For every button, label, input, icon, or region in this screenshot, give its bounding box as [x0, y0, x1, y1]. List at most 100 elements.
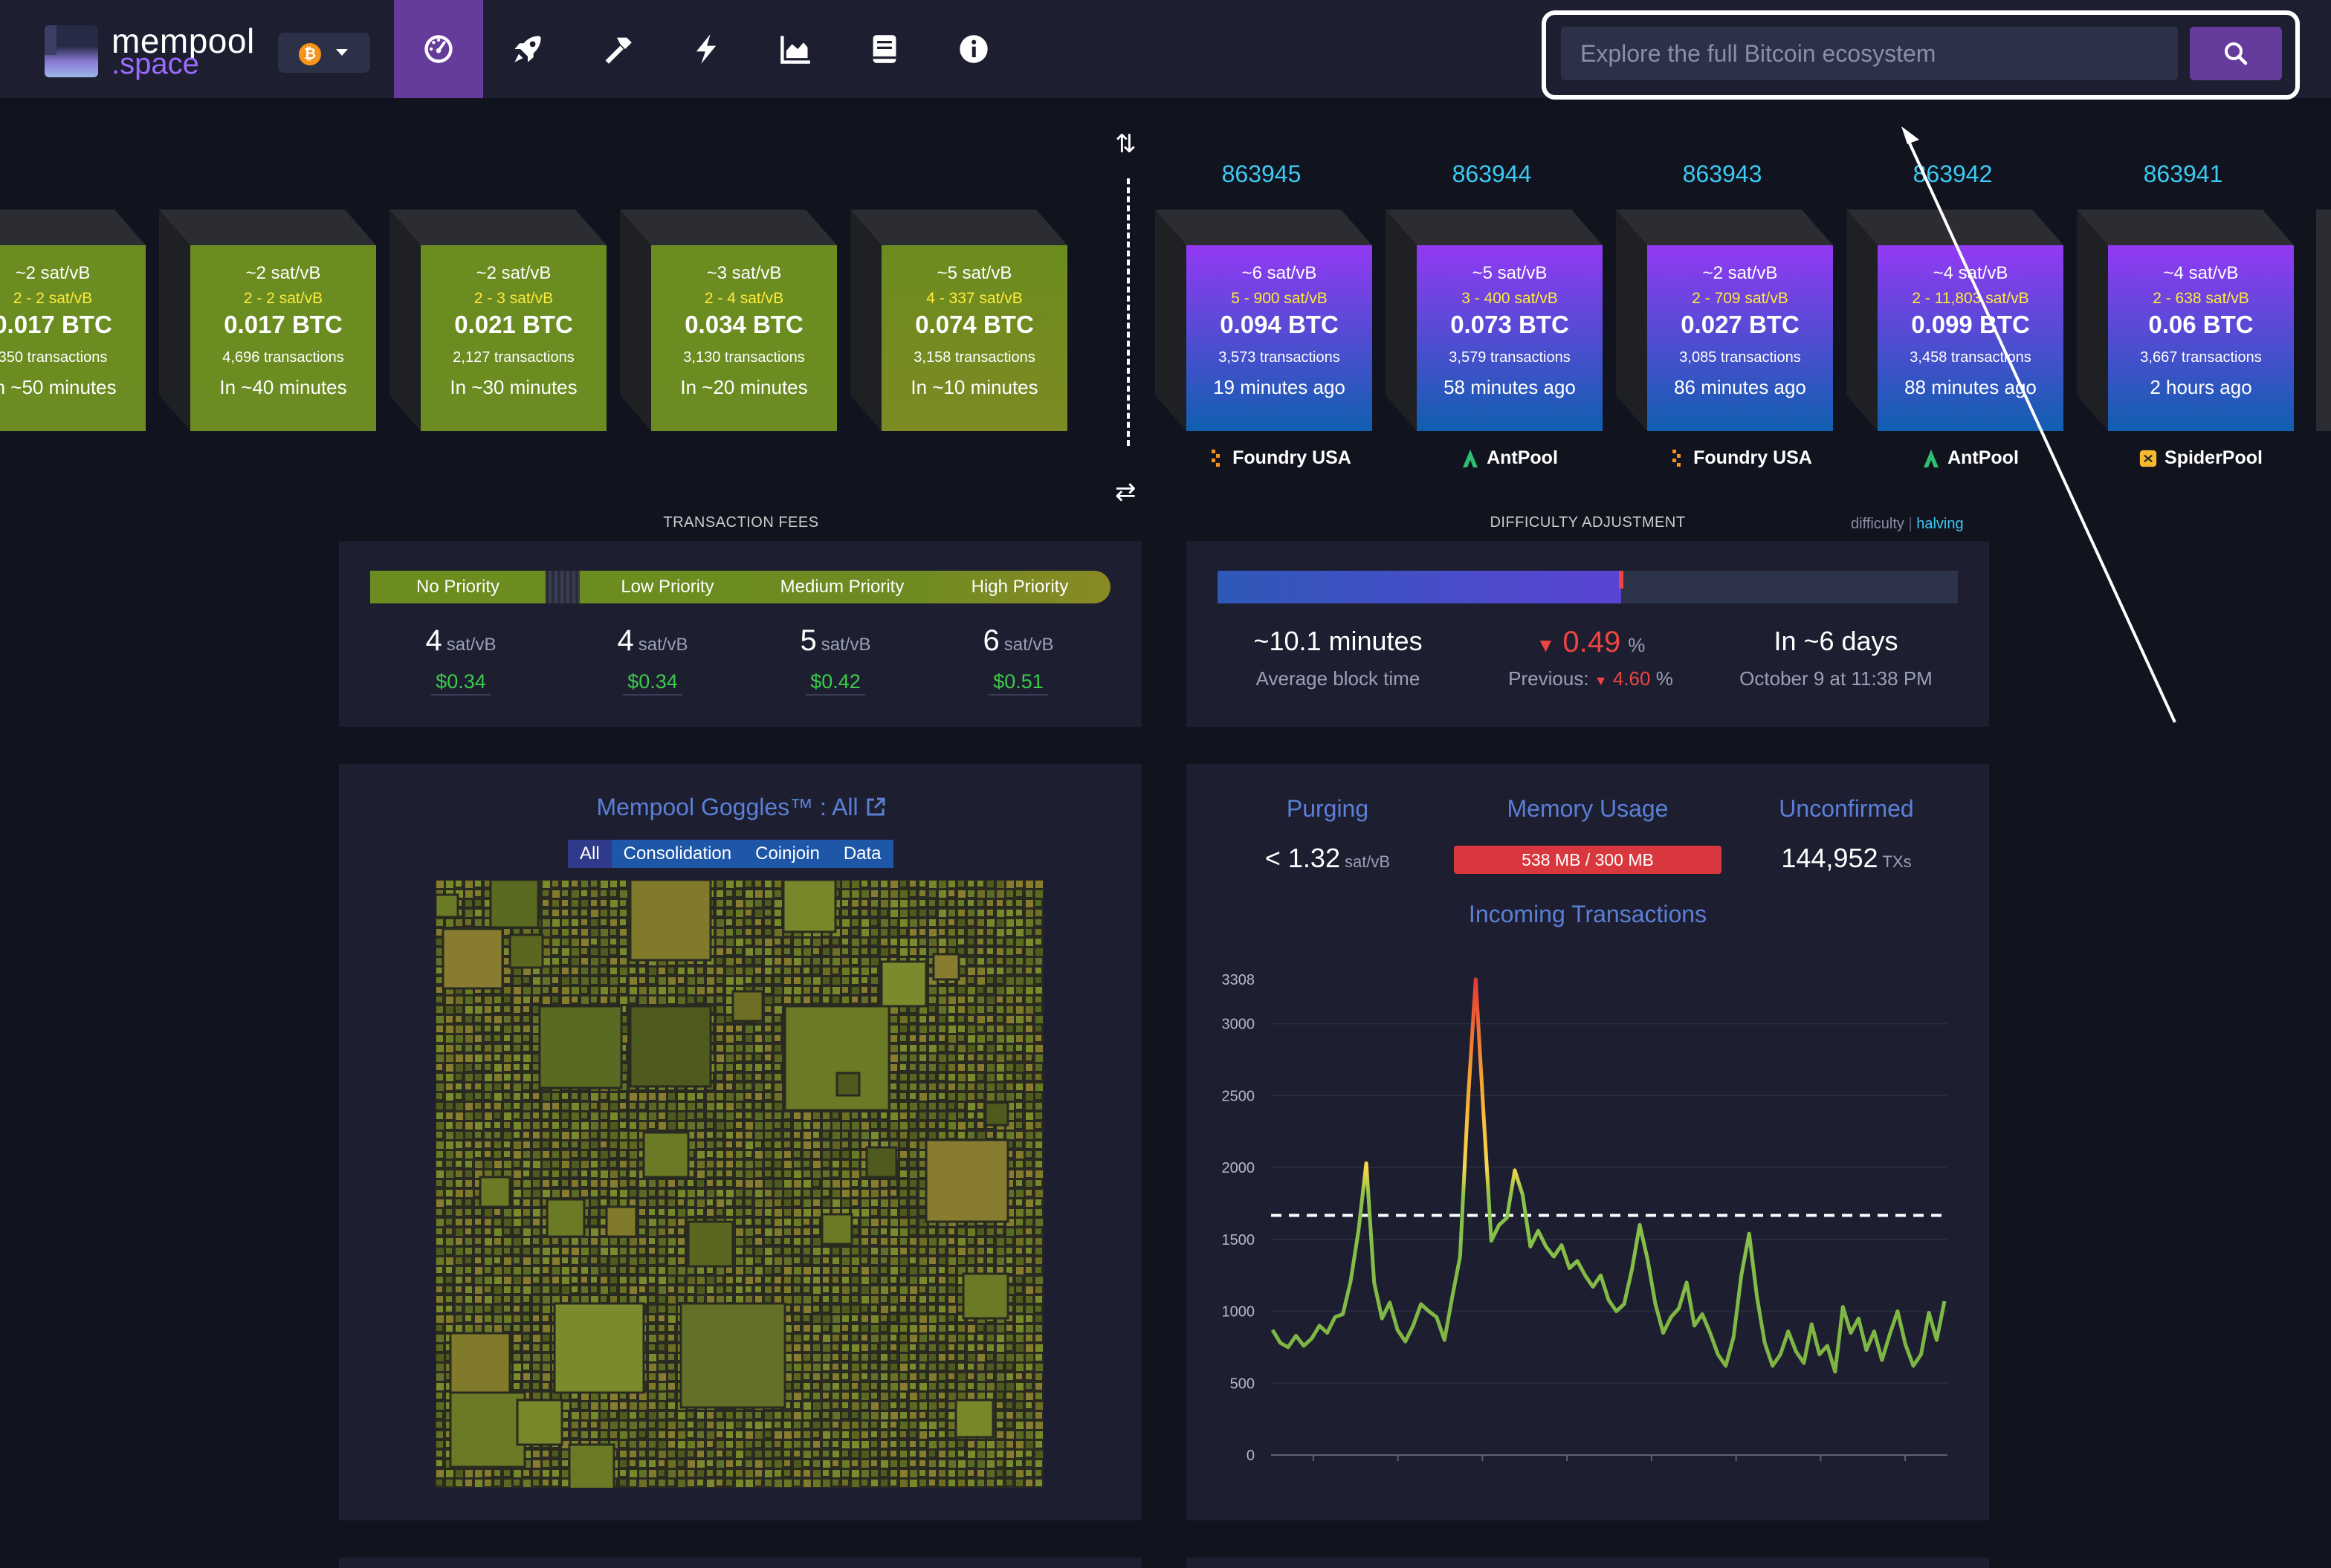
nav-dashboard[interactable] [394, 0, 483, 98]
mined-block[interactable]: ~6 sat/vB 5 - 900 sat/vB 0.094 BTC 3,573… [1155, 210, 1372, 431]
logo-text-sub: .space [111, 48, 199, 80]
block-total-btc: 0.017 BTC [224, 311, 343, 338]
rocket-icon [514, 36, 541, 62]
block-tx-count: 3,573 transactions [1218, 349, 1340, 366]
block-height-link[interactable]: 863944 [1452, 161, 1532, 187]
block-total-btc: 0.094 BTC [1220, 311, 1339, 338]
block-eta: In ~40 minutes [219, 376, 347, 398]
goggles-title[interactable]: Mempool Goggles™ : All [342, 794, 1140, 821]
difficulty-eta-date: October 9 at 11:38 PM [1739, 667, 1933, 690]
nav-mining[interactable] [572, 0, 662, 98]
block-total-btc: 0.099 BTC [1911, 311, 2030, 338]
blockchain-divider [1127, 178, 1130, 446]
swap-horizontal-icon[interactable]: ⇄ [1115, 478, 1137, 506]
block-fee-range: 2 - 709 sat/vB [1692, 290, 1788, 307]
difficulty-change: ▼ 0.49 % [1536, 626, 1646, 658]
difficulty-halving-switch: difficulty | halving [1851, 516, 1964, 533]
search-input[interactable] [1561, 27, 2178, 80]
halving-link[interactable]: halving [1916, 516, 1964, 532]
block-fee-range: 2 - 4 sat/vB [704, 290, 784, 307]
y-tick-label: 3308 [1222, 972, 1255, 988]
mined-block[interactable]: ~4 sat/vB 2 - 638 sat/vB 0.06 BTC 3,667 … [2077, 210, 2294, 431]
mempool-logo[interactable]: mempool .space [45, 21, 268, 80]
block-median-fee: ~5 sat/vB [1472, 263, 1548, 283]
fee-value-high-priority: 6 sat/vB [983, 624, 1054, 657]
nav-docs[interactable] [840, 0, 929, 98]
block-total-btc: 0.06 BTC [2148, 311, 2254, 338]
purging-value: < 1.32 sat/vB [1264, 843, 1391, 873]
antpool-icon [1463, 450, 1478, 468]
difficulty-progress-bar [1218, 571, 1958, 603]
fee-label-low-priority: Low Priority [580, 571, 755, 603]
nav-graphs[interactable] [751, 0, 840, 98]
block-median-fee: ~4 sat/vB [1933, 263, 2008, 283]
block-pool-antpool[interactable]: AntPool [1417, 447, 1603, 469]
tab-coinjoin[interactable]: Coinjoin [743, 840, 832, 868]
block-pool-foundry[interactable]: Foundry USA [1186, 447, 1372, 469]
block-height-link[interactable]: 863941 [2143, 161, 2223, 187]
mempool-block[interactable]: ~3 sat/vB 2 - 4 sat/vB 0.034 BTC 3,130 t… [620, 210, 837, 431]
nav-about[interactable] [929, 0, 1018, 98]
block-fee-range: 3 - 400 sat/vB [1461, 290, 1558, 307]
swap-vertical-icon[interactable]: ⇅ [1115, 130, 1137, 158]
block-time-ago: 19 minutes ago [1213, 376, 1345, 398]
block-time-ago: 2 hours ago [2150, 376, 2252, 398]
purging-label: Purging [1286, 795, 1369, 822]
block-total-btc: 0.073 BTC [1450, 311, 1569, 338]
search-highlight-frame [1542, 10, 2300, 100]
block-median-fee: ~2 sat/vB [476, 263, 552, 283]
difficulty-link[interactable]: difficulty [1851, 516, 1904, 532]
block-total-btc: 0.027 BTC [1681, 311, 1800, 338]
incoming-tx-line [1270, 977, 1947, 1374]
block-pool-foundry[interactable]: Foundry USA [1647, 447, 1833, 469]
mined-block[interactable]: ~4 sat/vB 2 - 11,803 sat/vB 0.099 BTC 3,… [1846, 210, 2063, 431]
y-tick-label: 3000 [1222, 1017, 1255, 1033]
fee-priority-bar: No Priority Low Priority Medium Priority… [370, 571, 1110, 603]
mempool-block-visualization[interactable] [436, 880, 1044, 1488]
tab-consolidation[interactable]: Consolidation [611, 840, 744, 868]
y-tick-label: 0 [1247, 1448, 1255, 1464]
nav-accelerate[interactable] [483, 0, 572, 98]
block-height-link[interactable]: 863942 [1913, 161, 1993, 187]
info-icon [960, 35, 988, 63]
mempool-block[interactable]: ~5 sat/vB 4 - 337 sat/vB 0.074 BTC 3,158… [850, 210, 1067, 431]
gauge-icon [424, 35, 453, 63]
block-fee-range: 2 - 638 sat/vB [2153, 290, 2249, 307]
block-pool-spiderpool[interactable]: SpiderPool [2108, 447, 2294, 469]
fee-label-no-priority: No Priority [370, 571, 546, 603]
difficulty-eta: In ~6 days [1774, 626, 1898, 656]
nav-lightning[interactable] [662, 0, 751, 98]
block-fee-range: 5 - 900 sat/vB [1231, 290, 1328, 307]
block-total-btc: 0.017 BTC [0, 311, 112, 338]
average-block-time-value: ~10.1 minutes [1253, 626, 1423, 656]
block-tx-count: 3,130 transactions [683, 349, 805, 366]
block-eta: In ~50 minutes [0, 376, 117, 398]
fee-usd-high-priority: $0.51 [944, 670, 1093, 696]
tab-all[interactable]: All [568, 840, 612, 868]
fee-value-no-priority: 4 sat/vB [425, 624, 497, 657]
block-fee-range: 2 - 3 sat/vB [473, 290, 554, 307]
incoming-transactions-chart[interactable]: 050010001500200025003000330811:4512:0012… [1212, 959, 1955, 1479]
block-fee-range: 2 - 2 sat/vB [13, 290, 93, 307]
block-median-fee: ~2 sat/vB [1702, 263, 1778, 283]
tab-data[interactable]: Data [831, 840, 893, 868]
block-tx-count: 3,667 transactions [2140, 349, 2262, 366]
block-fee-range: 4 - 337 sat/vB [926, 290, 1023, 307]
lightning-icon [696, 34, 717, 64]
block-tx-count: 2,127 transactions [453, 349, 575, 366]
mined-block[interactable]: ~2 sat/vB 2 - 709 sat/vB 0.027 BTC 3,085… [1616, 210, 1833, 431]
fee-usd-no-priority: $0.34 [387, 670, 535, 696]
mempool-block[interactable]: ~2 sat/vB 2 - 2 sat/vB 0.017 BTC 350 tra… [0, 210, 146, 431]
network-selector[interactable]: ₿ [278, 33, 370, 73]
block-eta: In ~20 minutes [680, 376, 808, 398]
mined-block[interactable]: ~5 sat/vB 3 - 400 sat/vB 0.073 BTC 3,579… [1386, 210, 1603, 431]
block-tx-count: 3,579 transactions [1449, 349, 1571, 366]
mempool-block[interactable]: ~2 sat/vB 2 - 2 sat/vB 0.017 BTC 4,696 t… [159, 210, 376, 431]
block-height-link[interactable]: 863943 [1682, 161, 1762, 187]
incoming-transactions-title: Incoming Transactions [1468, 901, 1707, 927]
mempool-block[interactable]: ~2 sat/vB 2 - 3 sat/vB 0.021 BTC 2,127 t… [389, 210, 607, 431]
search-button[interactable] [2190, 27, 2282, 80]
block-pool-antpool[interactable]: AntPool [1878, 447, 2063, 469]
block-height-link[interactable]: 863945 [1221, 161, 1302, 187]
foundry-usa-icon [1672, 450, 1681, 467]
